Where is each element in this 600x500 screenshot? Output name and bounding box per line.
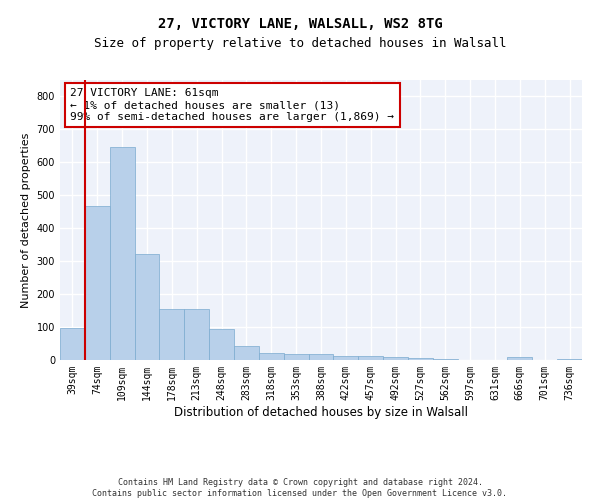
Bar [308,354,334,360]
Bar [184,309,209,360]
Bar [334,356,358,360]
Text: 27, VICTORY LANE, WALSALL, WS2 8TG: 27, VICTORY LANE, WALSALL, WS2 8TG [158,18,442,32]
Bar [259,353,284,360]
X-axis label: Distribution of detached houses by size in Walsall: Distribution of detached houses by size … [174,406,468,418]
Bar [134,254,160,360]
Text: 27 VICTORY LANE: 61sqm
← 1% of detached houses are smaller (13)
99% of semi-deta: 27 VICTORY LANE: 61sqm ← 1% of detached … [70,88,394,122]
Bar [408,358,433,360]
Text: Contains HM Land Registry data © Crown copyright and database right 2024.
Contai: Contains HM Land Registry data © Crown c… [92,478,508,498]
Bar [110,146,134,360]
Bar [358,356,383,360]
Bar [85,206,110,360]
Bar [284,354,308,360]
Y-axis label: Number of detached properties: Number of detached properties [21,132,31,308]
Bar [383,358,408,360]
Text: Size of property relative to detached houses in Walsall: Size of property relative to detached ho… [94,38,506,51]
Bar [209,330,234,360]
Bar [160,309,184,360]
Bar [508,358,532,360]
Bar [234,346,259,360]
Bar [60,328,85,360]
